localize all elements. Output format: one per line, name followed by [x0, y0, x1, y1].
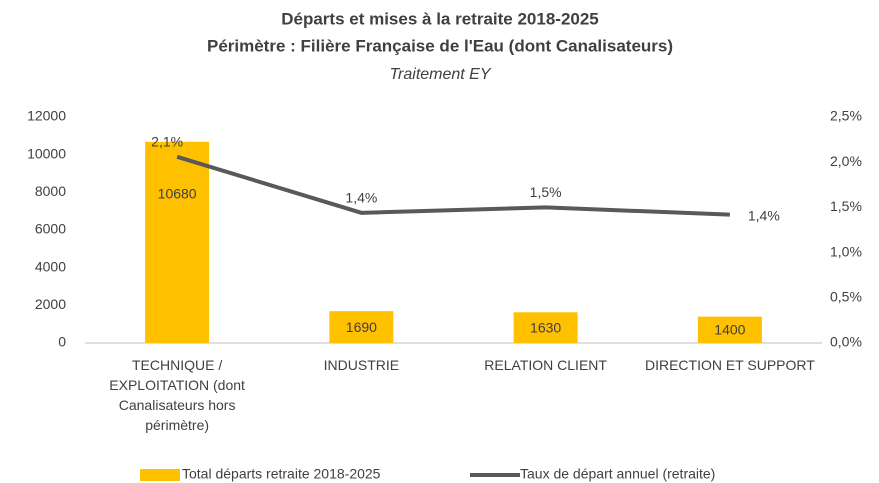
y-tick-label: 10000	[27, 145, 66, 161]
line	[176, 154, 730, 217]
bar-value-label: 10680	[158, 186, 197, 202]
bar	[513, 312, 578, 343]
line-value-label: 2,1%	[151, 133, 183, 149]
bar	[697, 316, 762, 343]
y2-tick-label: 1,5%	[830, 198, 862, 214]
line-value-label: 1,4%	[345, 190, 377, 206]
x-tick-label: TECHNIQUE / EXPLOITATION (dont Canalisat…	[109, 357, 245, 433]
bar-value-label: 1630	[530, 319, 561, 335]
y-tick-label: 12000	[27, 108, 66, 124]
bar-value-label: 1400	[714, 322, 745, 338]
line-value-label: 1,5%	[530, 184, 562, 200]
bar	[145, 141, 210, 343]
chart-note: Traitement EY	[389, 66, 491, 83]
bar	[329, 311, 394, 343]
y-tick-label: 0	[58, 334, 66, 350]
y-tick-label: 8000	[35, 183, 66, 199]
bar-value-label: 1690	[346, 319, 377, 335]
y-tick-label: 4000	[35, 258, 66, 274]
y-tick-label: 6000	[35, 221, 66, 237]
chart-subtitle: Périmètre : Filière Française de l'Eau (…	[207, 36, 673, 55]
legend-label: Taux de départ annuel (retraite)	[520, 466, 715, 482]
y2-tick-label: 2,5%	[830, 108, 862, 124]
y2-tick-label: 0,0%	[830, 334, 862, 350]
legend-label: Total départs retraite 2018-2025	[182, 466, 381, 482]
y2-tick-label: 2,0%	[830, 153, 862, 169]
x-tick-label: RELATION CLIENT	[484, 357, 607, 373]
legend-swatch	[140, 469, 180, 481]
chart-title: Départs et mises à la retraite 2018-2025	[281, 9, 599, 28]
x-tick-label: INDUSTRIE	[323, 357, 400, 373]
line-value-label: 1,4%	[748, 207, 780, 223]
y2-tick-label: 0,5%	[830, 289, 862, 305]
y-tick-label: 2000	[35, 296, 66, 312]
y2-tick-label: 1,0%	[830, 243, 862, 259]
x-tick-label: DIRECTION ET SUPPORT	[644, 357, 815, 373]
